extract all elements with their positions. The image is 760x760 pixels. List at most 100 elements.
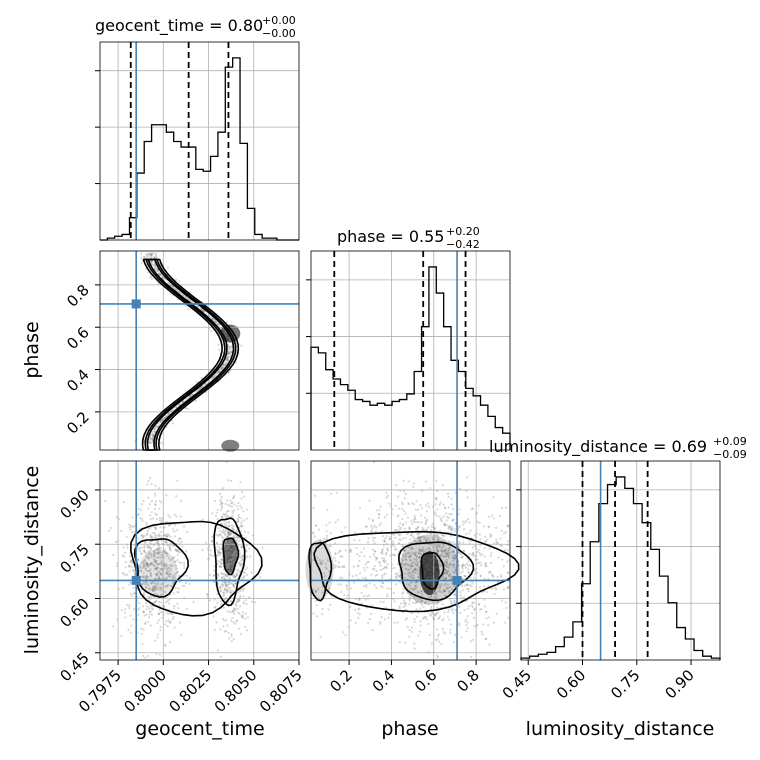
sample-point: [151, 260, 154, 263]
sample-point: [159, 586, 162, 589]
sample-point: [129, 560, 132, 564]
sample-point: [235, 530, 238, 533]
sample-point: [216, 573, 220, 576]
sample-point: [463, 574, 466, 577]
sample-point: [329, 532, 332, 535]
sample-point: [236, 591, 239, 594]
sample-point: [485, 637, 488, 641]
sample-point: [219, 534, 222, 537]
sample-point: [223, 591, 226, 594]
sample-point: [158, 562, 161, 565]
sample-point: [453, 601, 456, 604]
sample-point: [334, 553, 337, 556]
sample-point: [438, 545, 442, 548]
sample-point: [380, 557, 384, 560]
sample-point: [147, 584, 150, 587]
sample-point: [441, 533, 444, 536]
sample-point: [224, 515, 228, 518]
sample-point: [382, 544, 385, 547]
sample-point: [145, 553, 148, 557]
sample-point: [151, 535, 154, 538]
sample-point: [160, 539, 163, 542]
sample-point: [409, 587, 412, 590]
sample-point: [370, 573, 373, 576]
sample-point: [200, 376, 203, 380]
sample-point: [147, 565, 150, 568]
sample-point: [244, 568, 247, 571]
sample-point: [505, 606, 508, 610]
xlabel-geocent-time: geocent_time: [135, 718, 264, 740]
sample-point: [486, 538, 489, 541]
sample-point: [223, 598, 227, 601]
sample-point: [149, 253, 152, 256]
sample-point: [382, 560, 385, 563]
sample-point: [169, 569, 173, 572]
sample-point: [209, 573, 212, 577]
sample-point: [229, 348, 232, 351]
sample-point: [374, 558, 378, 561]
sample-point: [125, 603, 129, 606]
sample-point: [408, 526, 411, 529]
sample-point: [164, 567, 167, 570]
sample-point: [158, 548, 161, 551]
sample-point: [434, 513, 437, 516]
sample-point: [228, 581, 231, 584]
sample-point: [160, 559, 163, 562]
sample-point: [450, 513, 453, 516]
sample-point: [144, 541, 147, 545]
sample-point: [132, 569, 135, 572]
sample-point: [227, 347, 230, 350]
sample-point: [163, 565, 167, 568]
sample-point: [495, 588, 498, 591]
sample-point: [228, 610, 232, 614]
sample-point: [445, 524, 448, 527]
sample-point: [323, 582, 326, 585]
sample-point: [145, 608, 148, 611]
sample-point: [477, 504, 480, 507]
sample-point: [354, 621, 358, 625]
sample-point: [416, 555, 419, 558]
sample-point: [487, 624, 490, 627]
sample-point: [440, 591, 444, 594]
sample-point: [158, 551, 161, 554]
sample-point: [372, 553, 375, 556]
sample-point: [145, 255, 148, 258]
sample-point: [182, 294, 186, 297]
sample-point: [383, 561, 387, 564]
sample-point: [226, 535, 229, 538]
sample-point: [218, 553, 221, 557]
sample-point: [460, 565, 464, 568]
sample-point: [163, 564, 166, 567]
sample-point: [160, 561, 163, 565]
sample-point: [324, 562, 327, 565]
sample-point: [436, 539, 440, 542]
sample-point: [366, 541, 369, 544]
sample-point: [480, 608, 483, 611]
sample-point: [225, 585, 228, 588]
sample-point: [156, 566, 159, 569]
sample-point: [440, 577, 443, 580]
sample-point: [478, 608, 482, 611]
sample-point: [232, 584, 235, 587]
sample-point: [468, 584, 472, 587]
sample-point: [312, 588, 315, 591]
sample-point: [483, 585, 486, 588]
sample-point: [149, 568, 152, 571]
density-blob: [137, 549, 178, 598]
sample-point: [420, 535, 423, 538]
sample-point: [155, 548, 158, 551]
sample-point: [182, 400, 185, 403]
sample-point: [141, 536, 145, 539]
sample-point: [389, 537, 392, 540]
sample-point: [412, 561, 415, 564]
sample-point: [240, 520, 243, 523]
sample-point: [213, 628, 216, 631]
sample-point: [451, 527, 454, 530]
sample-point: [231, 501, 234, 504]
sample-point: [417, 508, 420, 511]
sample-point: [438, 545, 441, 548]
sample-point: [417, 536, 420, 539]
sample-point: [246, 508, 249, 511]
sample-point: [222, 573, 225, 576]
sample-point: [229, 351, 232, 355]
